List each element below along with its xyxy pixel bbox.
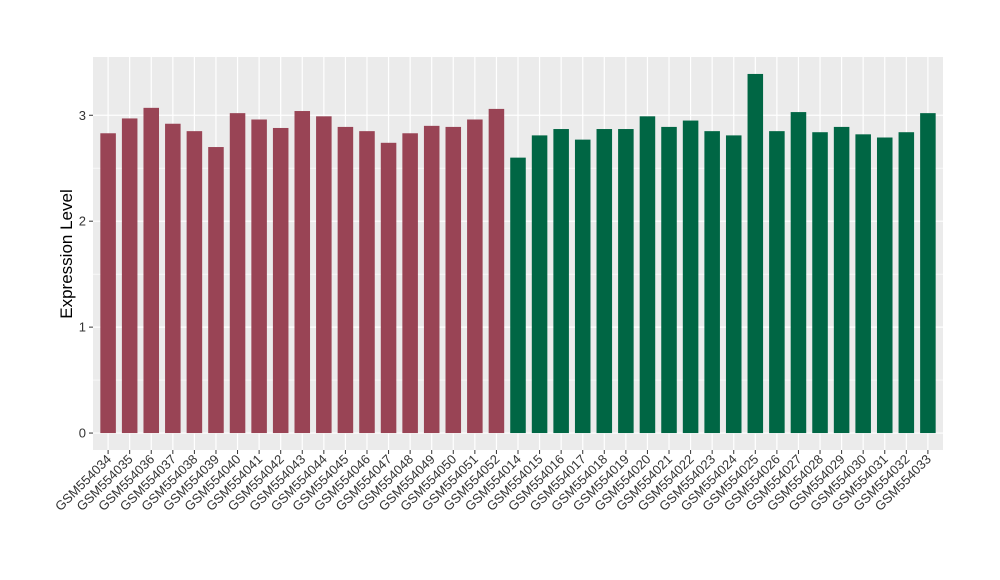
bar-GSM554034 (100, 133, 116, 434)
bar-GSM554025 (747, 73, 764, 434)
bar-GSM554026 (769, 131, 785, 434)
bar-GSM554015 (531, 135, 548, 434)
bar-GSM554023 (704, 131, 720, 434)
bar-GSM554018 (596, 129, 613, 434)
bar-GSM554041 (251, 119, 267, 434)
y-tick-label: 2 (79, 214, 86, 229)
bar-GSM554049 (423, 125, 440, 434)
bar-GSM554014 (510, 157, 526, 434)
bar-GSM554022 (682, 120, 699, 434)
bar-GSM554035 (121, 118, 138, 434)
bar-GSM554048 (402, 133, 418, 434)
bar-GSM554039 (208, 147, 224, 434)
y-axis: 0 1 2 3 (79, 108, 93, 441)
bar-GSM554042 (272, 127, 289, 434)
y-tick-label: 1 (79, 320, 86, 335)
bar-GSM554032 (898, 132, 915, 434)
bars (100, 73, 936, 434)
bar-GSM554031 (876, 137, 893, 434)
x-axis: GSM554034GSM554035GSM554036GSM554037GSM5… (52, 450, 934, 514)
bar-GSM554027 (790, 112, 807, 434)
bar-GSM554030 (855, 134, 871, 434)
bar-GSM554046 (359, 131, 375, 434)
bar-GSM554020 (639, 116, 656, 434)
bar-GSM554050 (445, 126, 462, 434)
bar-GSM554016 (553, 129, 569, 434)
bar-GSM554033 (920, 113, 936, 434)
bar-GSM554024 (725, 135, 742, 434)
bar-GSM554037 (165, 123, 181, 434)
bar-GSM554017 (574, 139, 591, 434)
bar-GSM554051 (467, 119, 483, 434)
bar-GSM554040 (229, 113, 246, 434)
bar-GSM554044 (316, 116, 332, 434)
bar-GSM554038 (186, 131, 203, 434)
bar-GSM554028 (812, 132, 828, 434)
bar-GSM554021 (661, 126, 677, 434)
bar-GSM554047 (380, 142, 397, 434)
bar-GSM554029 (833, 126, 850, 434)
y-axis-title: Expression Level (57, 189, 76, 318)
bar-GSM554043 (294, 111, 311, 434)
bar-GSM554045 (337, 126, 354, 434)
bar-GSM554019 (618, 129, 634, 434)
y-tick-label: 3 (79, 108, 86, 123)
bar-GSM554052 (488, 108, 505, 434)
bar-GSM554036 (143, 107, 160, 434)
y-tick-label: 0 (79, 426, 86, 441)
